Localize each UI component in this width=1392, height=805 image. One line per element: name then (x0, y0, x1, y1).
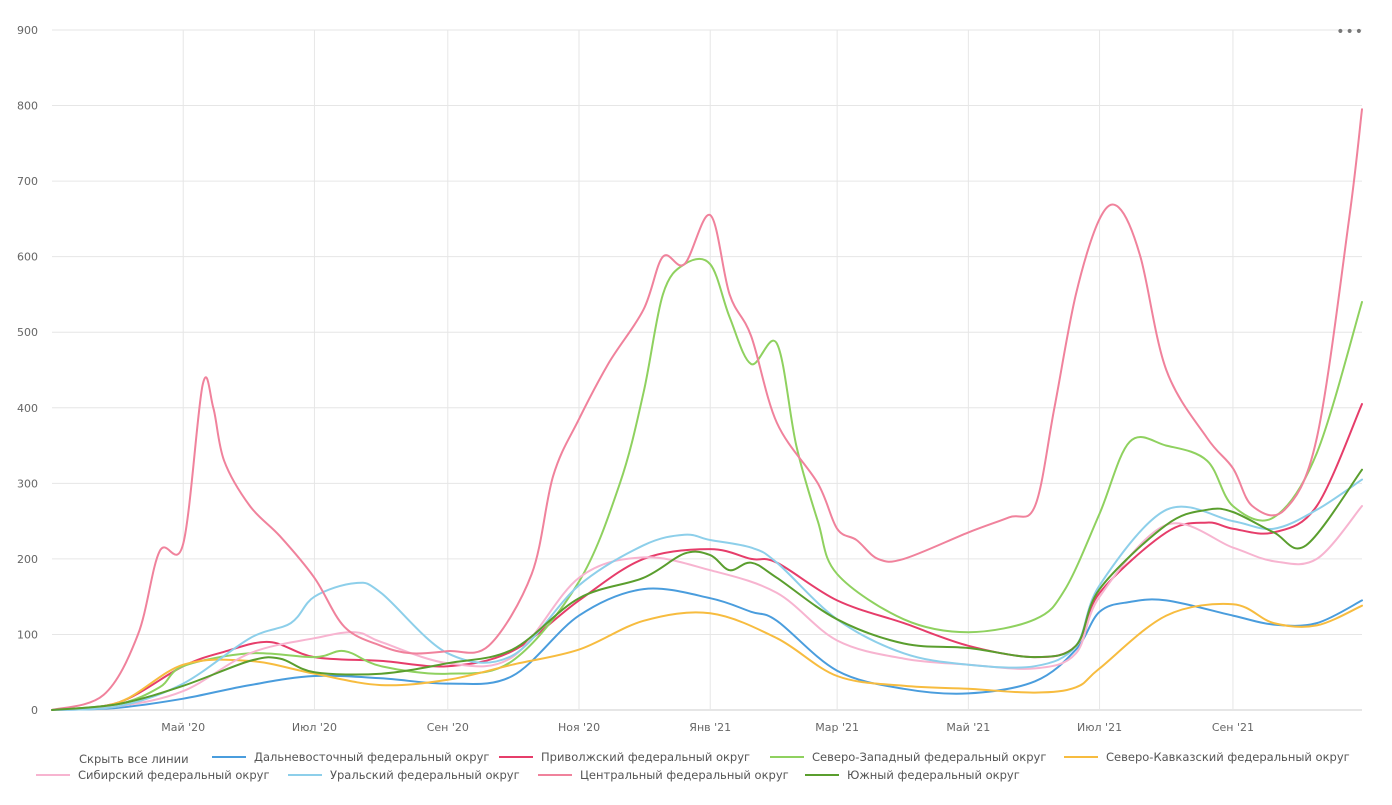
legend-label: Приволжский федеральный округ (541, 750, 751, 764)
series-line-7 (51, 108, 1363, 711)
legend-item[interactable]: Северо-Западный федеральный округ (770, 750, 1046, 764)
legend-swatch (499, 756, 533, 758)
y-tick-label: 600 (17, 251, 38, 264)
legend-swatch (770, 756, 804, 758)
series-line-3 (51, 258, 1363, 711)
y-tick-label: 200 (17, 553, 38, 566)
legend-item[interactable]: Южный федеральный округ (805, 768, 1020, 782)
series-line-4 (51, 602, 1363, 711)
legend-item[interactable]: Приволжский федеральный округ (499, 750, 750, 764)
series-line-1 (51, 587, 1363, 711)
legend-row-2: Сибирский федеральный округ Уральский фед… (0, 766, 1392, 784)
x-tick-label: Июл '21 (1077, 721, 1122, 734)
series-line-8 (51, 468, 1363, 711)
series-line-5 (51, 505, 1363, 711)
x-tick-label: Янв '21 (689, 721, 731, 734)
legend-swatch (1064, 756, 1098, 758)
y-tick-label: 800 (17, 100, 38, 113)
legend-swatch (288, 774, 322, 776)
x-tick-label: Июл '20 (292, 721, 337, 734)
legend-item[interactable]: Сибирский федеральный округ (36, 768, 270, 782)
legend-label: Сибирский федеральный округ (78, 768, 270, 782)
legend-label: Северо-Западный федеральный округ (812, 750, 1047, 764)
legend-item[interactable]: Северо-Кавказский федеральный округ (1064, 750, 1350, 764)
y-tick-label: 900 (17, 24, 38, 37)
legend-label: Центральный федеральный округ (580, 768, 789, 782)
legend-item[interactable]: Центральный федеральный округ (538, 768, 789, 782)
chart-menu-button[interactable]: ••• (1336, 24, 1364, 40)
x-tick-label: Сен '20 (427, 721, 469, 734)
legend-swatch (805, 774, 839, 776)
legend-label: Уральский федеральный округ (330, 768, 520, 782)
legend-swatch (36, 774, 70, 776)
y-tick-label: 100 (17, 628, 38, 641)
x-tick-label: Мар '21 (815, 721, 859, 734)
y-tick-label: 400 (17, 402, 38, 415)
series-line-6 (51, 478, 1363, 711)
legend-item[interactable]: Уральский федеральный округ (288, 768, 520, 782)
legend-swatch (212, 756, 246, 758)
legend-label: Южный федеральный округ (847, 768, 1020, 782)
x-tick-label: Май '21 (946, 721, 990, 734)
series-line-2 (51, 403, 1363, 711)
y-tick-label: 300 (17, 477, 38, 490)
legend-label: Северо-Кавказский федеральный округ (1106, 750, 1350, 764)
hide-all-lines-button[interactable]: Скрыть все линии (79, 752, 189, 766)
legend-item[interactable]: Дальневосточный федеральный округ (212, 750, 489, 764)
x-tick-label: Сен '21 (1212, 721, 1254, 734)
y-tick-label: 0 (31, 704, 38, 717)
line-chart: 0 100 200 300 400 500 600 700 800 900 Май '20 Июл '… (17, 24, 1363, 734)
legend-swatch (538, 774, 572, 776)
legend-row-1: Скрыть все линии Дальневосточный федерал… (0, 748, 1392, 766)
legend-label: Дальневосточный федеральный округ (254, 750, 490, 764)
y-tick-label: 700 (17, 175, 38, 188)
y-tick-label: 500 (17, 326, 38, 339)
x-tick-label: Май '20 (161, 721, 205, 734)
x-tick-label: Ноя '20 (558, 721, 600, 734)
